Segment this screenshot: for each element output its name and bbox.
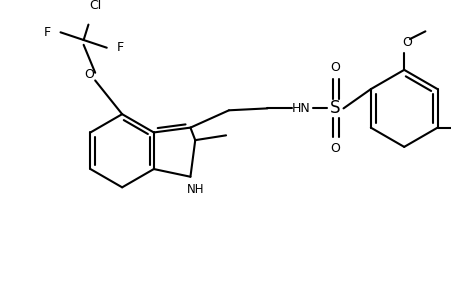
- Text: O: O: [401, 36, 411, 50]
- Text: HN: HN: [291, 102, 310, 115]
- Text: Cl: Cl: [89, 0, 101, 12]
- Text: O: O: [84, 68, 94, 81]
- Text: F: F: [117, 41, 123, 54]
- Text: F: F: [44, 26, 50, 39]
- Text: S: S: [329, 99, 339, 117]
- Text: O: O: [329, 142, 339, 155]
- Text: O: O: [329, 61, 339, 74]
- Text: NH: NH: [186, 183, 203, 196]
